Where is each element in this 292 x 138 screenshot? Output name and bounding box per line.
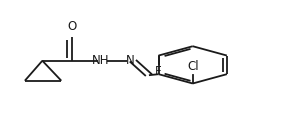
Text: N: N (126, 54, 134, 67)
Text: F: F (155, 65, 162, 79)
Text: Cl: Cl (187, 60, 199, 73)
Text: O: O (67, 20, 76, 33)
Text: NH: NH (92, 54, 110, 67)
